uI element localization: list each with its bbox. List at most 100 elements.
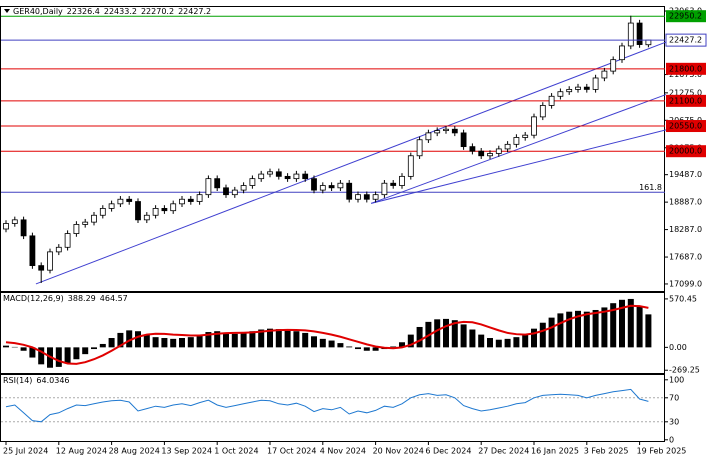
candle-body bbox=[187, 198, 194, 202]
candle-body bbox=[73, 224, 80, 234]
macd-bar bbox=[20, 347, 27, 351]
x-tick-label: 13 Sep 2024 bbox=[161, 447, 212, 456]
candle-body bbox=[566, 89, 573, 93]
macd-bar bbox=[126, 330, 133, 348]
macd-bar bbox=[91, 347, 97, 350]
macd-bar bbox=[504, 338, 511, 348]
macd-bar bbox=[451, 320, 458, 348]
candle-body bbox=[575, 86, 581, 90]
candle-body bbox=[557, 91, 564, 97]
x-tick-label: 16 Jan 2025 bbox=[531, 447, 579, 456]
candle-body bbox=[513, 137, 520, 145]
level-label-box bbox=[666, 62, 706, 75]
macd-bar bbox=[487, 338, 493, 348]
macd-bar bbox=[548, 317, 555, 348]
macd-bar bbox=[205, 332, 212, 348]
macd-bar bbox=[557, 313, 564, 348]
candle-body bbox=[214, 178, 221, 189]
macd-bar bbox=[29, 347, 36, 358]
candle-body bbox=[293, 173, 300, 180]
candle-body bbox=[636, 22, 643, 45]
indicator-value: 22427.2 bbox=[178, 7, 211, 16]
fib-label: 161.8 bbox=[639, 183, 662, 192]
macd-bar bbox=[293, 331, 300, 348]
indicator-value: 22270.2 bbox=[141, 7, 174, 16]
candle-body bbox=[592, 77, 599, 90]
candle-body bbox=[355, 194, 361, 200]
candle-body bbox=[64, 233, 71, 248]
candle-body bbox=[645, 39, 652, 46]
candle-body bbox=[284, 175, 291, 180]
level-label: 21100.0 bbox=[669, 96, 702, 105]
macd-bar bbox=[460, 324, 467, 348]
macd-bar bbox=[267, 328, 273, 348]
x-tick-label: 1 Oct 2024 bbox=[214, 447, 258, 456]
candle-body bbox=[416, 139, 423, 157]
x-tick-label: 12 Aug 2024 bbox=[56, 447, 107, 456]
macd-bar bbox=[495, 339, 502, 348]
macd-bar bbox=[108, 338, 115, 348]
macd-bar bbox=[337, 343, 344, 348]
x-tick-label: 6 Dec 2024 bbox=[425, 447, 471, 456]
macd-bar bbox=[214, 331, 221, 348]
candle-body bbox=[258, 173, 265, 180]
candle-body bbox=[522, 134, 529, 138]
level-label-box bbox=[666, 94, 706, 107]
trendline bbox=[35, 41, 667, 285]
candle-body bbox=[135, 201, 141, 221]
x-tick-label: 17 Oct 2024 bbox=[267, 447, 316, 456]
candle-body bbox=[601, 70, 608, 79]
candle-body bbox=[407, 155, 414, 177]
y-tick-label: 0.00 bbox=[669, 343, 687, 352]
macd-bar bbox=[55, 347, 62, 367]
y-tick-label: 100 bbox=[669, 375, 684, 384]
candle-body bbox=[3, 223, 9, 230]
macd-bar bbox=[275, 329, 282, 348]
candle-body bbox=[390, 182, 397, 186]
macd-bar bbox=[522, 334, 529, 348]
signal-line bbox=[5, 304, 649, 365]
macd-bar bbox=[231, 333, 238, 348]
macd-bar bbox=[619, 299, 625, 348]
macd-bar bbox=[223, 332, 229, 348]
indicator-value: 64.0346 bbox=[36, 376, 69, 385]
x-tick-label: 20 Nov 2024 bbox=[373, 447, 424, 456]
candle-body bbox=[240, 185, 247, 191]
macd-bar bbox=[311, 336, 317, 348]
macd-bar bbox=[38, 347, 45, 365]
macd-bar bbox=[469, 329, 476, 348]
candle-body bbox=[302, 173, 309, 180]
candle-body bbox=[425, 132, 432, 141]
macd-bar bbox=[99, 343, 106, 348]
candle-body bbox=[275, 171, 282, 177]
candle-body bbox=[627, 22, 634, 47]
candle-body bbox=[99, 207, 106, 216]
macd-bar bbox=[575, 310, 581, 348]
candle-body bbox=[434, 130, 441, 134]
macd-bar bbox=[249, 331, 256, 348]
macd-bar bbox=[583, 311, 590, 348]
candle-body bbox=[161, 207, 168, 212]
candle-body bbox=[267, 171, 273, 175]
y-tick-label: -269.25 bbox=[669, 366, 700, 375]
macd-bar bbox=[434, 319, 441, 348]
x-tick-label: 19 Feb 2025 bbox=[637, 447, 687, 456]
macd-bar bbox=[645, 314, 652, 348]
macd-bar bbox=[399, 342, 405, 348]
candle-body bbox=[223, 187, 229, 196]
rsi-panel-frame bbox=[0, 374, 665, 442]
macd-bar bbox=[610, 303, 617, 348]
candle-body bbox=[372, 194, 379, 200]
rsi-line bbox=[5, 388, 649, 423]
macd-bar bbox=[187, 337, 194, 348]
candle-body bbox=[82, 221, 89, 225]
macd-bar bbox=[636, 306, 643, 348]
y-tick-label: 17099.0 bbox=[669, 279, 702, 288]
candle-body bbox=[91, 214, 97, 223]
candle-body bbox=[328, 185, 335, 189]
y-tick-label: 18287.0 bbox=[669, 225, 702, 234]
y-tick-label: 0 bbox=[669, 435, 674, 444]
candle-body bbox=[231, 189, 238, 196]
candle-body bbox=[170, 203, 177, 212]
macd-bar bbox=[319, 338, 326, 348]
